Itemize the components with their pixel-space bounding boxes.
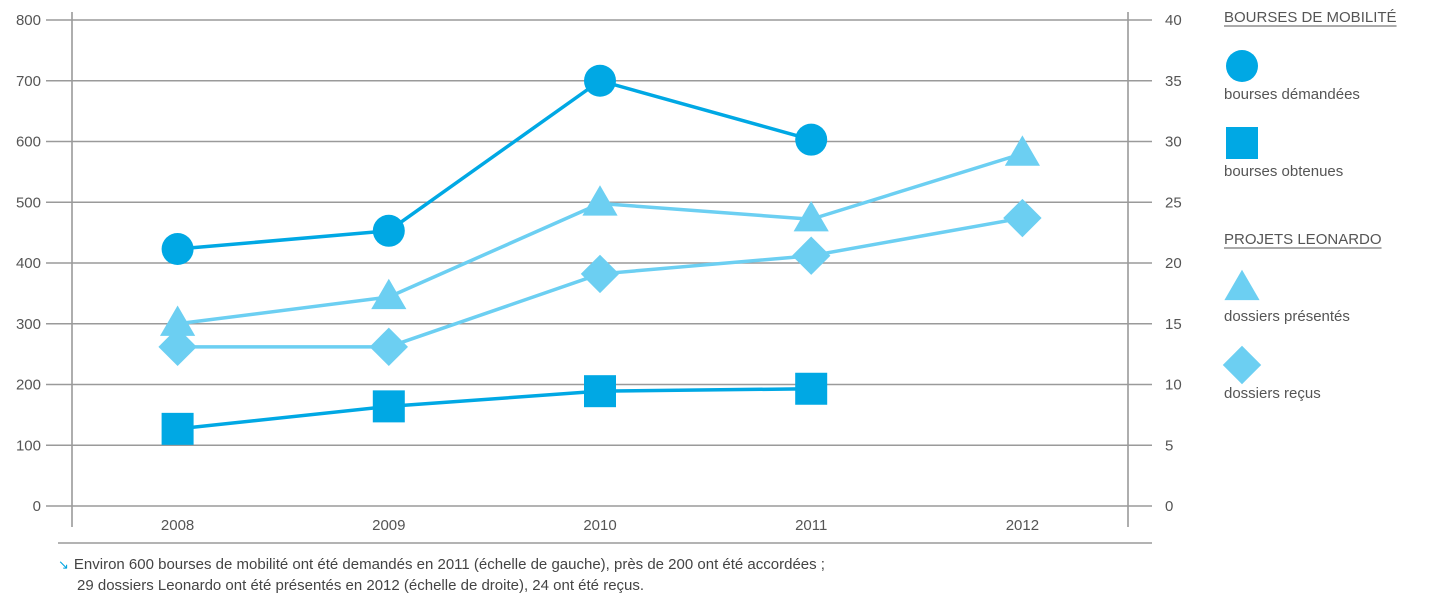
data-point-triangle bbox=[1004, 135, 1040, 166]
legend-item-label: bourses démandées bbox=[1224, 86, 1360, 103]
data-point-diamond bbox=[580, 254, 620, 294]
data-point-circle bbox=[584, 64, 616, 97]
x-tick-label: 2009 bbox=[372, 517, 405, 534]
x-tick-label: 2012 bbox=[1006, 517, 1039, 534]
legend: BOURSES DE MOBILITÉ bourses démandées bour… bbox=[1222, 9, 1397, 402]
arrow-down-right-icon: ↘ bbox=[58, 557, 69, 572]
legend-marker-circle bbox=[1226, 50, 1258, 82]
data-point-triangle bbox=[371, 278, 407, 310]
data-point-square bbox=[584, 375, 616, 408]
caption-line-1: ↘ Environ 600 bourses de mobilité ont été… bbox=[58, 554, 825, 575]
legend-group-title: PROJETS LEONARDO bbox=[1224, 231, 1382, 248]
right-tick-label: 10 bbox=[1165, 377, 1182, 394]
right-tick-label: 30 bbox=[1165, 134, 1182, 151]
right-tick-label: 5 bbox=[1165, 437, 1173, 454]
left-tick-label: 600 bbox=[16, 134, 41, 151]
series-line bbox=[177, 387, 812, 431]
chart-caption: ↘ Environ 600 bourses de mobilité ont été… bbox=[58, 554, 825, 596]
data-point-square bbox=[161, 412, 194, 445]
x-tick-label: 2011 bbox=[795, 517, 827, 534]
data-point-diamond bbox=[158, 327, 197, 367]
right-tick-label: 25 bbox=[1165, 194, 1182, 211]
data-point-square bbox=[372, 390, 405, 423]
data-point-circle bbox=[161, 233, 194, 266]
data-point-triangle bbox=[160, 305, 196, 336]
right-tick-label: 0 bbox=[1165, 498, 1173, 515]
left-tick-label: 400 bbox=[16, 255, 41, 272]
legend-group-title: BOURSES DE MOBILITÉ bbox=[1224, 9, 1397, 26]
left-tick-label: 700 bbox=[16, 73, 41, 90]
left-tick-label: 800 bbox=[16, 12, 41, 29]
caption-line-2: 29 dossiers Leonardo ont été présentés e… bbox=[77, 577, 645, 594]
left-tick-label: 100 bbox=[16, 437, 41, 454]
series-line bbox=[177, 79, 812, 251]
legend-marker-diamond bbox=[1222, 345, 1262, 385]
left-tick-label: 500 bbox=[16, 194, 41, 211]
left-tick-label: 200 bbox=[16, 377, 41, 394]
left-tick-label: 0 bbox=[33, 498, 41, 515]
data-point-triangle bbox=[582, 185, 618, 216]
legend-item-label: dossiers présentés bbox=[1224, 308, 1350, 325]
legend-marker-square bbox=[1226, 127, 1258, 159]
left-tick-label: 300 bbox=[16, 316, 41, 333]
data-point-diamond bbox=[369, 327, 408, 367]
data-point-circle bbox=[372, 214, 405, 247]
right-tick-label: 20 bbox=[1165, 255, 1182, 272]
x-tick-label: 2008 bbox=[161, 517, 194, 534]
x-tick-label: 2010 bbox=[583, 517, 616, 534]
right-tick-label: 35 bbox=[1165, 73, 1182, 90]
right-tick-label: 40 bbox=[1165, 12, 1182, 29]
data-point-circle bbox=[795, 123, 828, 156]
legend-item-label: bourses obtenues bbox=[1224, 163, 1343, 180]
legend-marker-triangle bbox=[1224, 269, 1260, 301]
data-point-square bbox=[795, 372, 828, 405]
data-point-diamond bbox=[1003, 198, 1042, 238]
right-tick-label: 15 bbox=[1165, 316, 1182, 333]
legend-item-label: dossiers reçus bbox=[1224, 385, 1321, 402]
data-point-diamond bbox=[792, 236, 831, 275]
series-lines bbox=[158, 64, 1042, 445]
axes: 0 100 200 300 400 500 600 700 800 0 5 10 15 20 25 30 35 4… bbox=[16, 12, 1182, 544]
caption-text-1: Environ 600 bourses de mobilité ont été … bbox=[73, 556, 825, 573]
data-point-triangle bbox=[793, 201, 829, 232]
